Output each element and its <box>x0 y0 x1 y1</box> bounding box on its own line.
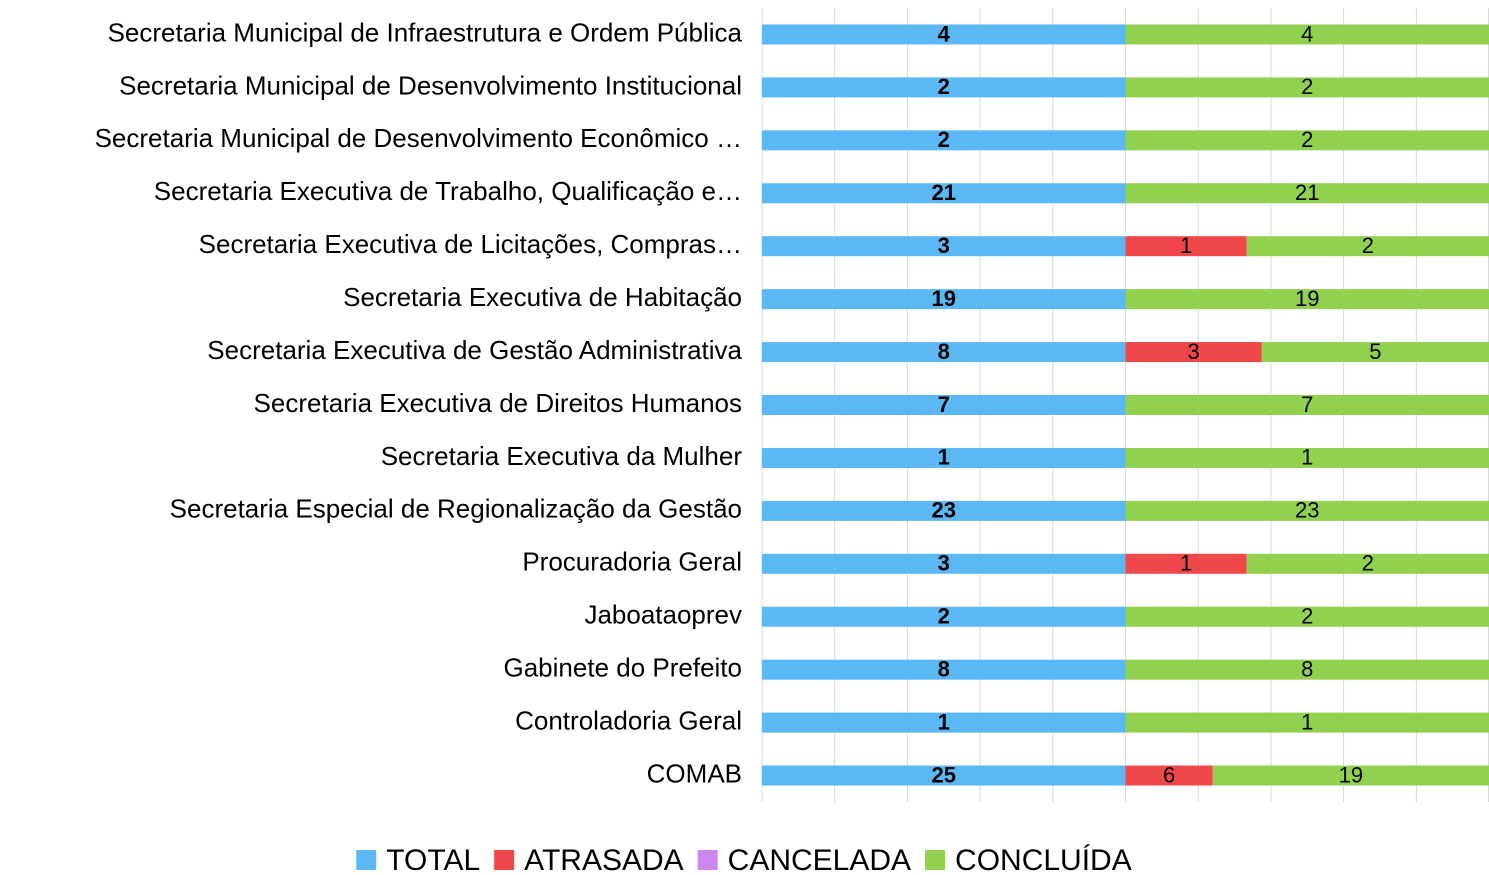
bar-segment <box>1125 395 1489 415</box>
value-label: 19 <box>1339 762 1363 787</box>
value-label: 21 <box>1295 180 1319 205</box>
value-label: 5 <box>1369 339 1381 364</box>
bar-segment <box>1125 130 1489 151</box>
bar-segment <box>1125 236 1247 257</box>
bar-segment <box>762 236 1126 257</box>
bar-segment <box>1125 342 1262 363</box>
bar-segment <box>762 765 1126 786</box>
category-label: Secretaria Municipal de Desenvolvimento … <box>95 123 742 153</box>
category-label: Secretaria Executiva de Licitações, Comp… <box>199 229 742 259</box>
bar-segment <box>762 553 1126 574</box>
value-label: 8 <box>938 656 950 681</box>
category-label: Procuradoria Geral <box>522 547 742 577</box>
value-label: 2 <box>938 604 950 629</box>
value-label: 1 <box>938 709 950 734</box>
bar-segment <box>1125 289 1489 310</box>
bar-segment <box>1125 77 1489 98</box>
category-label: COMAB <box>647 758 742 788</box>
category-label: Secretaria Especial de Regionalização da… <box>170 494 742 524</box>
value-label: 2 <box>938 127 950 152</box>
bar-segment <box>762 24 1126 45</box>
bar-segment <box>1125 712 1489 733</box>
bar-segment <box>762 606 1126 627</box>
value-label: 2 <box>1301 604 1313 629</box>
bar-segment <box>762 500 1126 521</box>
value-label: 3 <box>938 233 950 258</box>
bar-segment <box>1125 500 1489 521</box>
value-label: 7 <box>1301 392 1313 417</box>
legend-label: ATRASADA <box>524 844 683 875</box>
value-label: 6 <box>1163 762 1175 787</box>
bar-segment <box>1125 553 1247 574</box>
category-label: Secretaria Executiva de Trabalho, Qualif… <box>154 176 742 206</box>
legend-label: CANCELADA <box>728 844 911 875</box>
value-label: 25 <box>932 762 956 787</box>
category-label: Controladoria Geral <box>515 705 742 735</box>
bar-segment <box>762 659 1126 680</box>
bar-segment <box>1125 606 1489 627</box>
value-label: 3 <box>1188 339 1200 364</box>
bar-segment <box>1125 765 1213 786</box>
bar-segment <box>762 289 1126 310</box>
category-label: Secretaria Executiva de Direitos Humanos <box>254 388 742 418</box>
bar-segment <box>1125 447 1489 468</box>
value-label: 2 <box>1362 233 1374 258</box>
bar-segment <box>762 183 1126 204</box>
bar-segment <box>1212 765 1489 786</box>
value-label: 7 <box>938 392 950 417</box>
value-label: 1 <box>1301 445 1313 470</box>
value-label: 3 <box>938 551 950 576</box>
value-label: 4 <box>1301 21 1313 46</box>
legend-label: CONCLUÍDA <box>955 844 1132 875</box>
value-label: 1 <box>938 445 950 470</box>
value-label: 2 <box>1301 74 1313 99</box>
value-label: 8 <box>938 339 950 364</box>
category-label: Secretaria Municipal de Desenvolvimento … <box>119 70 742 100</box>
category-label: Secretaria Executiva de Gestão Administr… <box>207 335 742 365</box>
value-label: 19 <box>932 286 956 311</box>
legend-swatch <box>356 850 377 870</box>
value-label: 21 <box>932 180 956 205</box>
bar-segment <box>762 395 1126 415</box>
bar-segment <box>762 130 1126 151</box>
bar-segment <box>1246 236 1489 257</box>
bar-segment <box>1261 342 1489 363</box>
value-label: 2 <box>938 74 950 99</box>
bar-segment <box>762 342 1126 363</box>
value-label: 23 <box>1295 498 1319 523</box>
bar-segment <box>1125 183 1489 204</box>
legend-swatch <box>925 850 946 870</box>
value-label: 19 <box>1295 286 1319 311</box>
category-label: Gabinete do Prefeito <box>504 653 743 683</box>
bar-segment <box>762 712 1126 733</box>
bar-segment <box>1125 24 1489 45</box>
category-label: Jaboataoprev <box>584 600 742 630</box>
bar-segment <box>762 77 1126 98</box>
value-label: 4 <box>938 21 951 46</box>
bar-segment <box>1125 659 1489 680</box>
legend-swatch <box>494 850 515 870</box>
legend-label: TOTAL <box>386 844 480 875</box>
value-label: 1 <box>1180 551 1192 576</box>
value-label: 23 <box>932 498 956 523</box>
category-label: Secretaria Executiva da Mulher <box>381 441 743 471</box>
bar-segment <box>762 447 1126 468</box>
value-label: 8 <box>1301 656 1313 681</box>
category-label: Secretaria Executiva de Habitação <box>343 282 742 312</box>
value-label: 2 <box>1301 127 1313 152</box>
value-label: 1 <box>1180 233 1192 258</box>
bar-segment <box>1246 553 1489 574</box>
value-label: 1 <box>1301 709 1313 734</box>
value-label: 2 <box>1362 551 1374 576</box>
category-label: Secretaria Municipal de Infraestrutura e… <box>108 17 743 47</box>
legend-swatch <box>697 850 718 870</box>
